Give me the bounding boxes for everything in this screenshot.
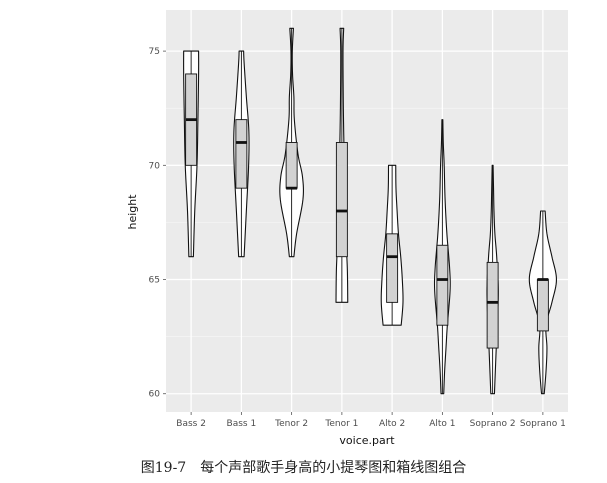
y-tick-label: 60 [149, 390, 161, 400]
x-tick-label: Bass 2 [176, 419, 206, 429]
box-6 [486, 261, 499, 349]
grid-minor [166, 107, 568, 337]
chart-marks [183, 27, 557, 395]
x-axis: Bass 2 Bass 1 Tenor 2 Tenor 1 Alto 2 Alto 1 So… [176, 412, 566, 429]
y-axis: 60 65 70 75 [149, 47, 166, 400]
x-tick-label: Soprano 2 [470, 419, 516, 429]
box-3 [335, 142, 348, 258]
figure-caption: 图19-7 每个声部歌手身高的小提琴图和箱线图组合 [140, 460, 467, 476]
box-2 [285, 142, 298, 189]
y-tick-label: 75 [149, 47, 160, 57]
box-5 [436, 244, 449, 326]
x-tick-label: Alto 2 [379, 419, 405, 429]
box-7 [536, 279, 549, 332]
plot-panel [166, 10, 568, 412]
y-axis-title: height [126, 194, 139, 230]
x-tick-label: Bass 1 [227, 419, 257, 429]
x-tick-label: Alto 1 [429, 419, 455, 429]
y-tick-label: 65 [149, 276, 160, 286]
x-tick-label: Soprano 1 [520, 419, 566, 429]
box-1 [235, 119, 248, 189]
y-tick-label: 70 [149, 161, 161, 171]
x-axis-title: voice.part [339, 434, 395, 447]
box-4 [386, 233, 399, 303]
x-tick-label: Tenor 2 [274, 419, 308, 429]
x-tick-label: Tenor 1 [324, 419, 358, 429]
